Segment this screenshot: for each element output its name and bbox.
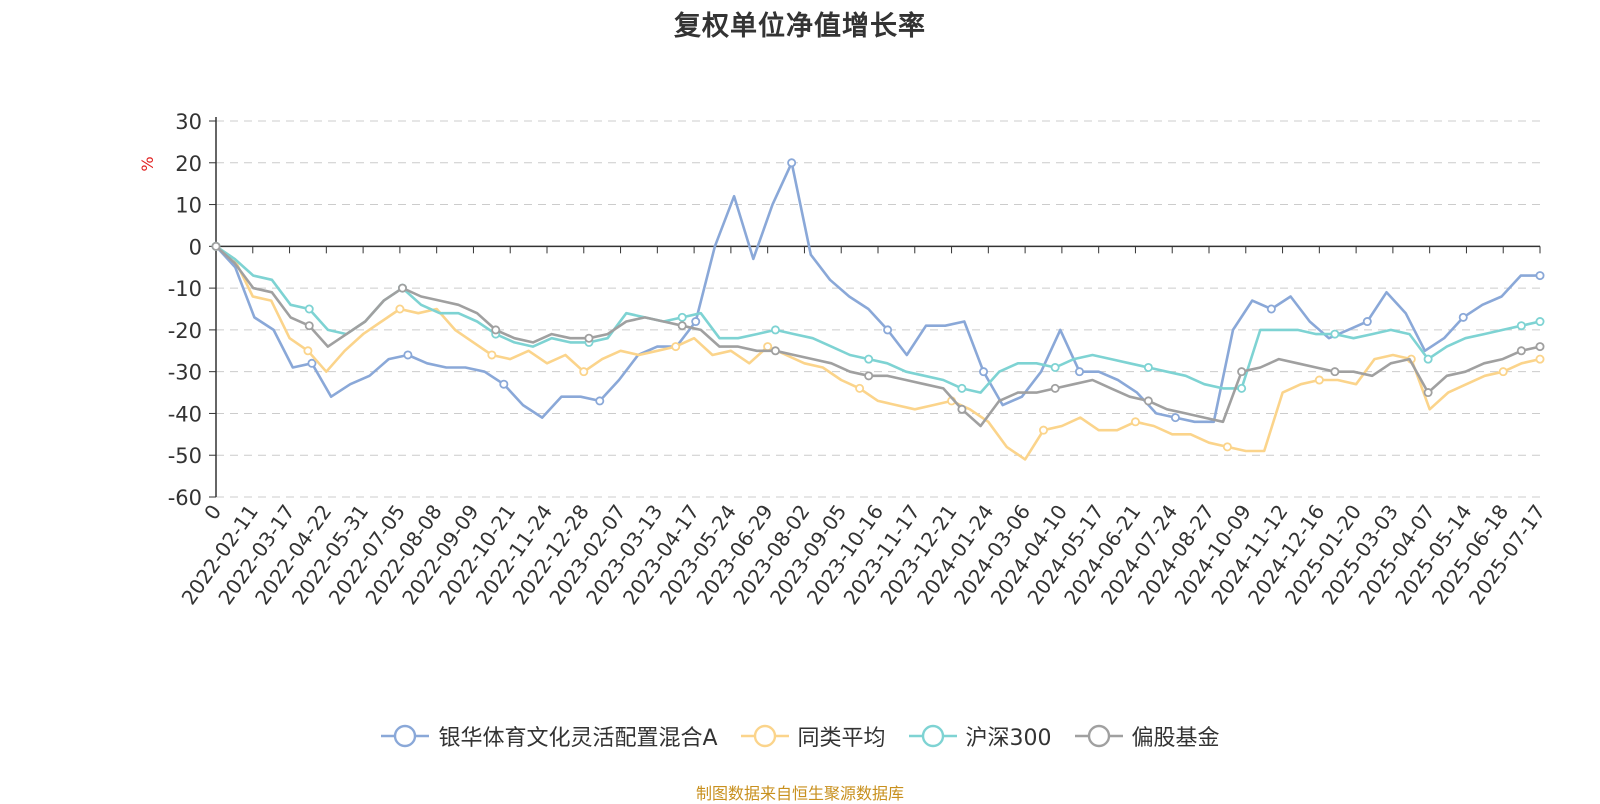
series-point-3	[1516, 346, 1526, 356]
series-point-2	[770, 325, 780, 335]
legend-item-1[interactable]: 同类平均	[740, 720, 886, 752]
series-point-3	[1535, 342, 1545, 352]
series-point-1	[763, 342, 773, 352]
series-point-3	[1143, 396, 1153, 406]
chart-title: 复权单位净值增长率	[674, 11, 926, 42]
series-point-2	[1237, 383, 1247, 393]
y-tick-label: -40	[168, 402, 202, 426]
series-point-3	[491, 325, 501, 335]
x-tick-label: 0	[199, 500, 226, 524]
legend-label: 偏股基金	[1131, 726, 1220, 751]
series-point-0	[499, 379, 509, 389]
grid-lines	[216, 120, 1540, 498]
series-point-3	[770, 346, 780, 356]
series-point-3	[584, 333, 594, 343]
series-point-2	[677, 312, 687, 322]
series-point-0	[307, 358, 317, 368]
series-point-1	[303, 346, 313, 356]
series-point-1	[1039, 425, 1049, 435]
series-point-0	[595, 396, 605, 406]
y-axis-unit-label: %	[138, 156, 157, 171]
series-lines	[211, 158, 1545, 461]
series-point-0	[1362, 317, 1372, 327]
series-point-0	[1074, 367, 1084, 377]
series-point-1	[1222, 442, 1232, 452]
series-point-1	[1535, 354, 1545, 364]
series-point-1	[487, 350, 497, 360]
series-point-2	[957, 383, 967, 393]
series-point-1	[1498, 367, 1508, 377]
series-point-0	[691, 317, 701, 327]
series-point-2	[1143, 362, 1153, 372]
axes: 3020100-10-20-30-40-50-6002022-02-112022…	[168, 110, 1550, 609]
series-point-0	[1266, 304, 1276, 314]
y-tick-label: -20	[168, 319, 202, 343]
series-point-2	[864, 354, 874, 364]
legend-item-2[interactable]: 沪深300	[908, 720, 1052, 752]
series-point-0	[883, 325, 893, 335]
series-line-0	[215, 161, 1540, 424]
series-point-3	[1423, 388, 1433, 398]
legend-line-circle-icon	[740, 724, 789, 748]
series-point-3	[304, 321, 314, 331]
series-point-0	[1535, 271, 1545, 281]
series-point-0	[787, 158, 797, 168]
legend-item-3[interactable]: 偏股基金	[1074, 720, 1220, 752]
legend-line-circle-icon	[1074, 724, 1123, 748]
series-point-0	[1458, 312, 1468, 322]
y-tick-label: -10	[168, 277, 202, 301]
series-point-3	[1237, 367, 1247, 377]
series-point-2	[1535, 317, 1545, 327]
y-tick-label: 10	[175, 194, 202, 218]
series-point-2	[1330, 329, 1340, 339]
series-point-1	[1130, 417, 1140, 427]
series-point-3	[1330, 367, 1340, 377]
legend-label: 同类平均	[797, 726, 886, 751]
series-line-1	[215, 245, 1541, 461]
series-point-3	[864, 371, 874, 381]
series-point-3	[397, 283, 407, 293]
series-line-2	[215, 245, 1541, 394]
y-tick-label: 20	[175, 152, 202, 176]
legend-label: 银华体育文化灵活配置混合A	[438, 726, 718, 751]
series-point-0	[403, 350, 413, 360]
y-tick-label: -30	[168, 361, 202, 385]
series-point-2	[1050, 362, 1060, 372]
series-point-3	[957, 404, 967, 414]
series-point-3	[677, 321, 687, 331]
y-tick-label: -50	[168, 444, 202, 468]
series-point-2	[1423, 354, 1433, 364]
series-point-3	[1050, 383, 1060, 393]
series-point-2	[1516, 321, 1526, 331]
y-tick-label: -60	[168, 486, 202, 510]
y-tick-label: 0	[189, 235, 202, 259]
line-chart: 3020100-10-20-30-40-50-6002022-02-112022…	[138, 110, 1550, 609]
series-line-3	[215, 245, 1541, 428]
series-point-1	[671, 342, 681, 352]
series-point-0	[979, 367, 989, 377]
legend-item-0[interactable]: 银华体育文化灵活配置混合A	[380, 720, 718, 752]
legend-label: 沪深300	[965, 726, 1052, 751]
series-point-1	[855, 383, 865, 393]
series-point-3	[211, 241, 221, 251]
series-point-1	[579, 367, 589, 377]
series-point-2	[304, 304, 314, 314]
series-point-0	[1170, 413, 1180, 423]
data-source-note: 制图数据来自恒生聚源数据库	[695, 784, 904, 803]
series-point-1	[1314, 375, 1324, 385]
chart-legend: 银华体育文化灵活配置混合A 同类平均 沪深300 偏股基金	[0, 720, 1600, 752]
legend-line-circle-icon	[908, 724, 957, 748]
legend-line-circle-icon	[381, 724, 430, 748]
series-point-1	[395, 304, 405, 314]
y-tick-label: 30	[175, 110, 202, 134]
